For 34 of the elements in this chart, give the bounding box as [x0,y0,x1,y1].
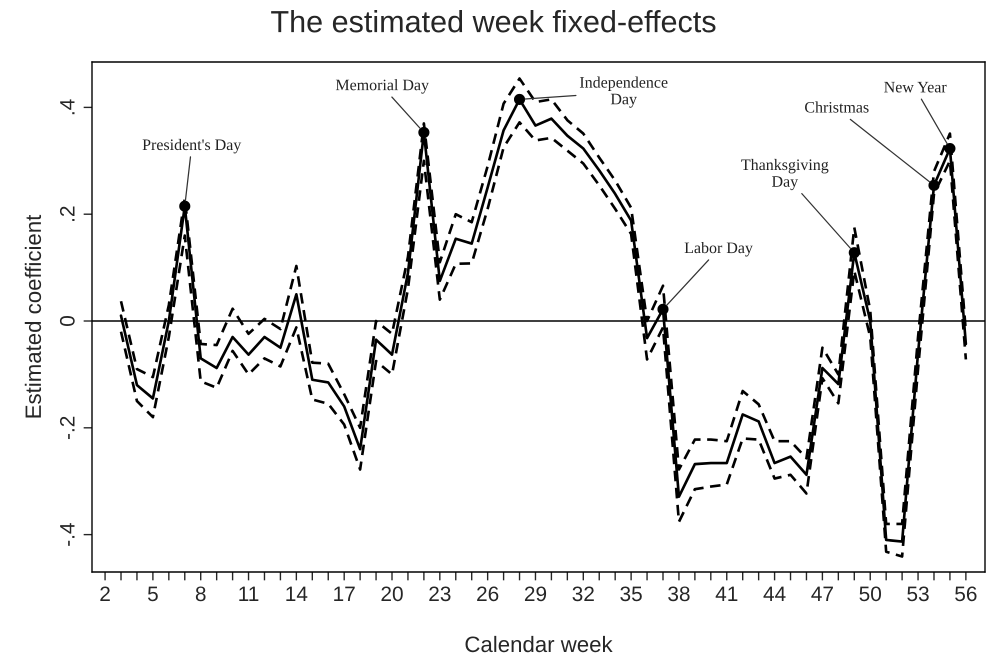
x-tick-label: 11 [239,586,258,601]
y-tick-label: .2 [60,206,74,221]
x-axis-title: Calendar week [466,636,613,652]
y-tick-label: .4 [60,99,74,114]
x-tick-label: 8 [196,586,206,602]
x-tick-label: 35 [620,586,642,602]
annotation: Christmas [805,101,869,113]
x-tick-label: 53 [907,586,929,602]
x-tick-label: 14 [286,586,308,601]
x-tick-label: 2 [100,586,110,601]
annotation: New Year [884,82,947,92]
x-tick-label: 38 [668,586,690,602]
x-tick-label: 5 [148,586,158,602]
chart-title: The estimated week fixed-effects [271,10,716,32]
annotation: Independence Day [580,76,668,108]
x-tick-label: 41 [716,586,738,601]
annotation: President's Day [142,138,242,154]
x-tick-label: 17 [334,586,355,601]
x-tick-label: 23 [429,586,450,602]
x-tick-label: 56 [955,586,977,602]
x-tick-label: 20 [381,586,403,602]
x-tick-label: 32 [572,586,594,602]
x-tick-label: 47 [811,586,833,601]
x-tick-label: 50 [859,586,881,602]
x-tick-label: 26 [477,586,498,602]
annotation: Labor Day [684,242,753,256]
y-tick-label: 0 [60,316,75,326]
x-tick-label: 44 [763,586,786,601]
x-tick-label: 29 [524,586,546,602]
y-axis-title: Estimated coefficient [24,214,42,418]
annotation: Thanksgiving Day [741,158,828,190]
y-tick-label: -.4 [60,523,74,546]
y-tick-label: -.2 [60,416,74,440]
annotation: Memorial Day [336,79,429,94]
